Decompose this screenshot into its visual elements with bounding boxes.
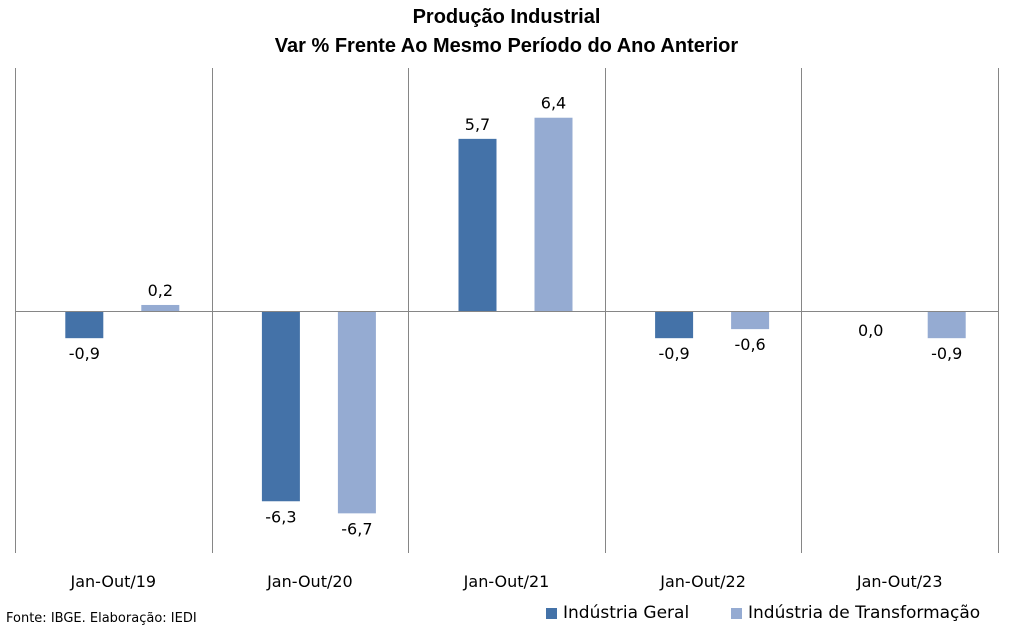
data-label: -0,9	[69, 344, 100, 363]
bar-transformacao	[927, 311, 966, 339]
bar-geral	[65, 311, 104, 339]
bar-geral	[655, 311, 694, 339]
legend-swatch-transformacao	[731, 607, 742, 619]
data-label: 6,4	[541, 94, 566, 113]
data-label: -0,6	[734, 335, 765, 354]
bar-geral	[261, 311, 300, 502]
chart-title-line2: Var % Frente Ao Mesmo Período do Ano Ant…	[274, 35, 739, 57]
data-label: 0,0	[858, 321, 883, 340]
chart-title-line1: Produção Industrial	[412, 6, 601, 28]
source-note: Fonte: IBGE. Elaboração: IEDI	[6, 611, 197, 626]
bar-transformacao	[337, 311, 376, 514]
bar-transformacao	[731, 311, 770, 330]
bar-transformacao	[141, 304, 180, 311]
data-label: -0,9	[931, 344, 962, 363]
data-label: -0,9	[658, 344, 689, 363]
data-label: 5,7	[465, 115, 490, 134]
legend-item-geral: Indústria Geral	[546, 603, 689, 623]
legend-swatch-geral	[546, 607, 557, 619]
x-tick-label: Jan-Out/21	[463, 572, 550, 591]
legend-label-geral: Indústria Geral	[563, 603, 690, 623]
x-tick-label: Jan-Out/19	[69, 572, 156, 591]
x-tick-label: Jan-Out/23	[856, 572, 943, 591]
x-tick-label: Jan-Out/22	[659, 572, 746, 591]
legend-label-transformacao: Indústria de Transformação	[748, 603, 981, 623]
legend-item-transformacao: Indústria de Transformação	[731, 603, 980, 623]
data-label: -6,7	[341, 519, 372, 538]
bar-geral	[458, 138, 497, 311]
x-tick-label: Jan-Out/20	[266, 572, 353, 591]
data-label: -6,3	[265, 507, 296, 526]
bar-transformacao	[534, 117, 573, 311]
data-label: 0,2	[148, 281, 173, 300]
